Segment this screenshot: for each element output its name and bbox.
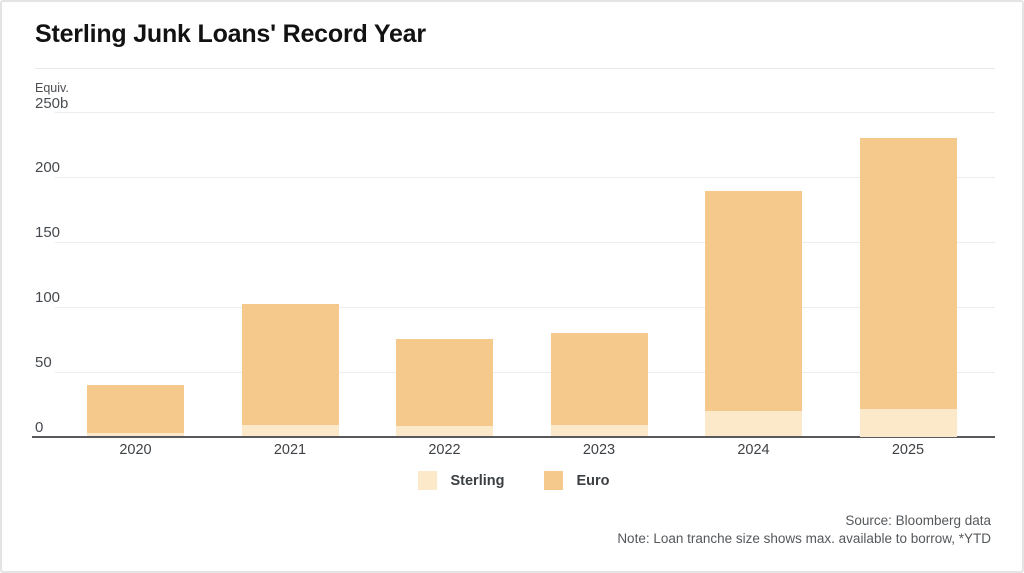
bar-segment-sterling — [705, 410, 802, 437]
bar-segment-euro — [705, 191, 802, 411]
legend: Sterling Euro — [2, 471, 1024, 490]
bar-group — [241, 304, 339, 437]
legend-swatch-sterling — [418, 471, 438, 490]
y-tick-label: 50 — [35, 353, 52, 371]
footer: Source: Bloomberg data Note: Loan tranch… — [617, 512, 991, 548]
legend-item-sterling: Sterling — [418, 471, 504, 490]
title-divider — [35, 68, 995, 69]
y-tick-label: 150 — [35, 223, 61, 241]
bar-segment-euro — [396, 339, 493, 427]
legend-item-euro: Euro — [544, 471, 610, 490]
bar-group — [859, 138, 957, 437]
x-tick-label: 2020 — [119, 442, 152, 458]
bar-segment-sterling — [396, 426, 493, 437]
bar-segment-sterling — [241, 424, 339, 437]
bar-group — [87, 384, 184, 437]
gridline — [55, 112, 995, 113]
y-axis-unit-label: Equiv. 250b — [35, 81, 69, 112]
gridline — [55, 371, 995, 373]
gridline — [55, 241, 995, 243]
bar-group — [550, 332, 648, 437]
x-tick-label: 2021 — [273, 442, 307, 458]
bar-segment-sterling — [859, 409, 957, 437]
bar-group — [396, 339, 493, 437]
legend-swatch-euro — [544, 471, 564, 490]
x-tick-label: 2022 — [428, 442, 461, 458]
chart-title: Sterling Junk Loans' Record Year — [35, 20, 426, 48]
bar-segment-euro — [550, 332, 648, 425]
x-tick-label: 2025 — [891, 442, 925, 458]
source-note: Source: Bloomberg data — [845, 513, 991, 528]
bar-group — [705, 191, 802, 437]
bar-segment-euro — [241, 304, 339, 425]
bar-segment-euro — [859, 138, 957, 410]
footnote: Note: Loan tranche size shows max. avail… — [617, 531, 991, 547]
y-axis-unit-line: Equiv. — [35, 81, 69, 95]
bar-segment-sterling — [550, 424, 648, 437]
y-axis-top-tick-label: 250b — [35, 94, 69, 112]
x-tick-label: 2024 — [737, 442, 770, 458]
gridline — [55, 176, 995, 178]
y-tick-label: 200 — [35, 158, 61, 176]
x-axis-baseline — [32, 436, 995, 438]
gridline — [55, 306, 995, 308]
y-tick-label: 100 — [35, 288, 61, 306]
legend-label-euro: Euro — [576, 472, 610, 489]
legend-label-sterling: Sterling — [450, 472, 505, 489]
x-tick-label: 2023 — [582, 442, 616, 458]
bar-segment-euro — [87, 384, 184, 433]
bar-segment-sterling — [87, 432, 184, 437]
y-tick-label: 0 — [35, 418, 44, 436]
